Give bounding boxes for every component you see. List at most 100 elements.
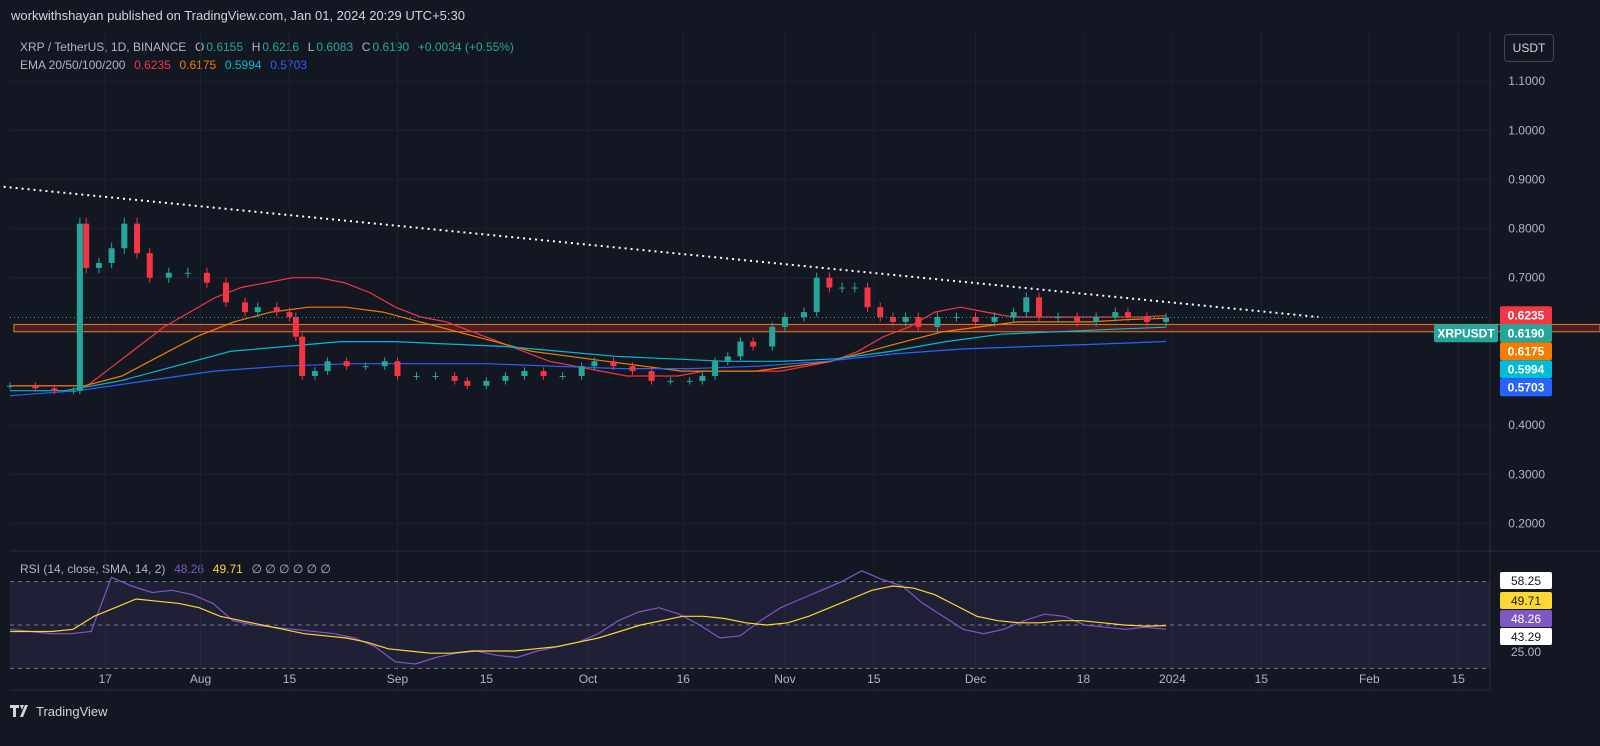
- price-label: 0.6175: [1508, 344, 1545, 358]
- candle: [750, 341, 757, 347]
- candle: [864, 287, 871, 308]
- candle: [381, 361, 388, 367]
- rsi-axis-label: 25.00: [1511, 645, 1541, 659]
- candle: [769, 326, 776, 347]
- symbol-name[interactable]: XRP / TetherUS, 1D, BINANCE: [20, 40, 187, 54]
- time-tick-label: Sep: [387, 672, 409, 686]
- candle: [1055, 317, 1062, 319]
- ema-line: [10, 306, 1167, 387]
- candle: [184, 272, 191, 274]
- tradingview-brand[interactable]: TradingView: [36, 704, 108, 719]
- close-value: 0.6190: [372, 40, 410, 54]
- candle: [559, 376, 566, 377]
- rsi-axis-label-bg: [1500, 592, 1552, 609]
- time-tick-label: 15: [867, 672, 881, 686]
- price-label: 0.6235: [1508, 308, 1545, 322]
- candle: [953, 317, 960, 319]
- candle: [432, 376, 439, 377]
- time-tick-label: Aug: [190, 672, 211, 686]
- footer: TradingView: [10, 704, 108, 720]
- candle: [686, 380, 693, 382]
- candle: [121, 223, 128, 249]
- price-tick-label: 0.2000: [1508, 516, 1545, 530]
- currency-button[interactable]: USDT: [1504, 34, 1554, 62]
- candle: [292, 317, 299, 337]
- rsi-sma-legend-value: 49.71: [212, 562, 243, 576]
- rsi-line: [9, 570, 1167, 665]
- candle: [902, 317, 909, 322]
- price-tick-label: 1.0000: [1508, 123, 1545, 137]
- candle: [800, 312, 807, 318]
- candle: [242, 302, 249, 313]
- low-label: L: [307, 40, 315, 54]
- time-tick-label: Nov: [774, 672, 795, 686]
- candle: [1036, 297, 1043, 318]
- candle: [667, 380, 674, 382]
- candle: [648, 371, 655, 381]
- candle: [991, 317, 998, 322]
- change-value: +0.0034 (+0.55%): [417, 40, 514, 54]
- candle: [343, 361, 350, 367]
- symbol-label-bg: [1434, 324, 1498, 343]
- candle: [273, 307, 280, 313]
- price-label: 0.5703: [1508, 380, 1545, 394]
- published-info: workwithshayan published on TradingView.…: [11, 8, 465, 23]
- rsi-legend-value: 48.26: [174, 562, 205, 576]
- rsi-label[interactable]: RSI (14, close, SMA, 14, 2): [20, 562, 166, 576]
- candle: [839, 287, 846, 289]
- top-bar: workwithshayan published on TradingView.…: [0, 0, 1600, 32]
- candle: [83, 223, 90, 268]
- candle: [165, 272, 172, 278]
- candle: [203, 272, 210, 283]
- tradingview-logo-icon[interactable]: [10, 705, 32, 720]
- candle: [877, 307, 884, 318]
- candle: [712, 361, 719, 376]
- time-tick-label: 15: [1255, 672, 1269, 686]
- candle: [483, 380, 490, 386]
- candle: [737, 341, 744, 357]
- candle: [889, 317, 896, 322]
- rsi-axis-label-bg: [1500, 628, 1552, 645]
- symbol-legend: XRP / TetherUS, 1D, BINANCE O 0.6155 H 0.6…: [20, 40, 516, 54]
- candle: [578, 366, 585, 376]
- symbol-label: XRPUSDT: [1437, 326, 1495, 340]
- open-value: 0.6155: [206, 40, 244, 54]
- time-tick-label: 17: [99, 672, 113, 686]
- candle: [222, 282, 229, 303]
- candle: [826, 277, 833, 288]
- rsi-legend: RSI (14, close, SMA, 14, 2) 48.26 49.71 …: [20, 562, 333, 576]
- price-label: 0.5994: [1508, 362, 1545, 376]
- candle: [972, 317, 979, 322]
- candle: [699, 376, 706, 381]
- candle: [362, 366, 369, 368]
- candle: [1124, 312, 1131, 318]
- candle: [70, 390, 77, 392]
- candle: [502, 376, 509, 381]
- time-tick-label: Dec: [965, 672, 986, 686]
- price-label-bg: [1500, 306, 1552, 325]
- candle: [1074, 317, 1081, 322]
- rsi-axis-label: 58.25: [1511, 574, 1541, 588]
- ema-label[interactable]: EMA 20/50/100/200: [20, 58, 126, 72]
- candle: [324, 361, 331, 372]
- candle: [724, 356, 731, 362]
- candle: [286, 312, 293, 318]
- candle: [32, 385, 39, 389]
- candle: [540, 371, 547, 376]
- candle: [76, 223, 83, 391]
- ema20-value: 0.6235: [134, 58, 171, 72]
- ema-line: [10, 326, 1167, 392]
- candle: [591, 361, 598, 367]
- price-label-bg: [1500, 378, 1552, 397]
- candle: [813, 277, 820, 313]
- candle: [146, 253, 153, 278]
- ema100-value: 0.5994: [224, 58, 262, 72]
- candle: [299, 336, 306, 376]
- price-label: 0.6190: [1508, 326, 1545, 340]
- candle: [51, 388, 58, 391]
- ema-line: [9, 340, 1167, 397]
- ema200-value: 0.5703: [270, 58, 307, 72]
- candle: [1163, 317, 1170, 322]
- candle: [915, 317, 922, 327]
